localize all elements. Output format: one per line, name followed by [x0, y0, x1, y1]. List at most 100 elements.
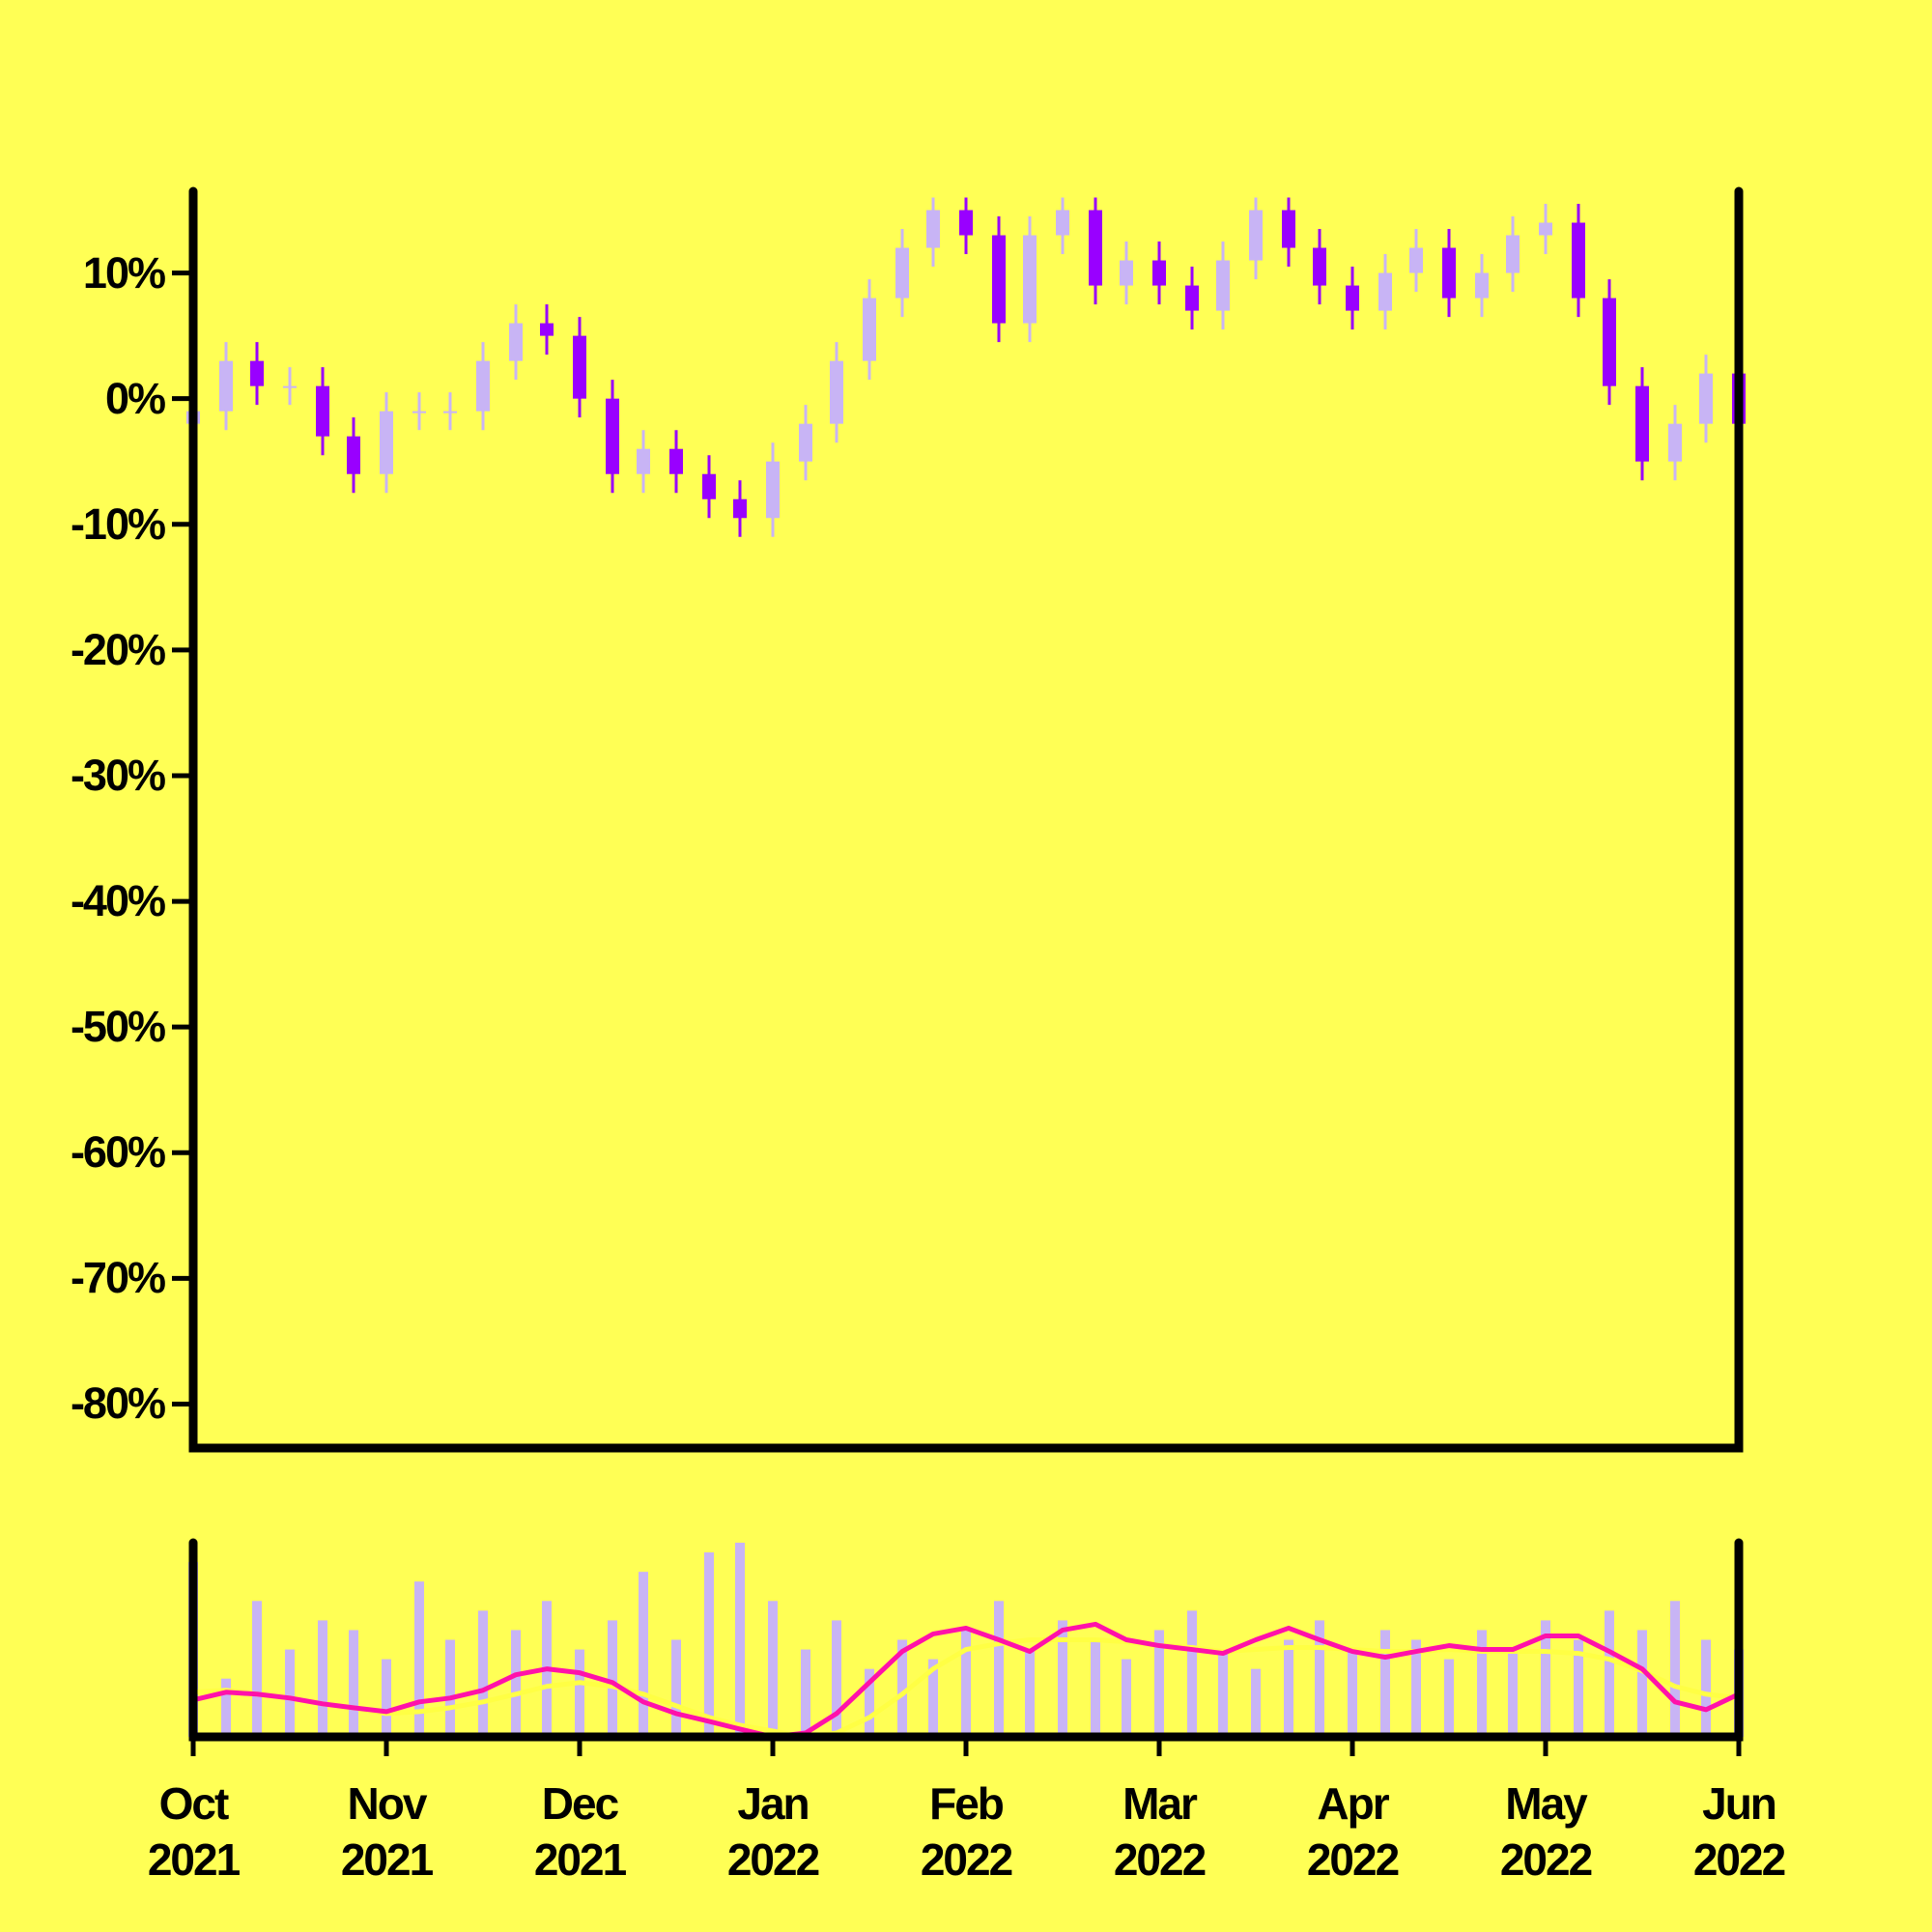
- x-tick-label: Oct 2021: [147, 1778, 241, 1885]
- volume-bar: [671, 1639, 681, 1737]
- volume-bar: [1218, 1649, 1228, 1737]
- x-tick-label: Jun 2022: [1692, 1778, 1786, 1885]
- candle-body: [476, 360, 490, 412]
- volume-bar: [704, 1552, 714, 1737]
- volume-bar: [1477, 1630, 1487, 1737]
- candle-body: [606, 398, 619, 474]
- y-tick-label: -10%: [70, 498, 166, 549]
- candle-body: [992, 235, 1006, 324]
- candle-body: [1249, 210, 1263, 261]
- candle-body: [895, 247, 909, 298]
- x-tick-label: Apr 2022: [1306, 1778, 1400, 1885]
- volume-bar: [1058, 1620, 1067, 1737]
- volume-bar: [1025, 1649, 1035, 1737]
- volume-bar: [608, 1620, 617, 1737]
- y-tick-label: -80%: [70, 1378, 166, 1429]
- x-tick-label: May 2022: [1499, 1778, 1593, 1885]
- volume-bar: [994, 1601, 1004, 1737]
- candle-body: [1442, 247, 1456, 298]
- candle-body: [733, 498, 747, 519]
- x-tick-label: Feb 2022: [920, 1778, 1013, 1885]
- candle-body: [766, 461, 780, 519]
- x-tick-label: Mar 2022: [1113, 1778, 1207, 1885]
- volume-bar: [832, 1620, 841, 1737]
- candle-body: [1475, 272, 1489, 298]
- volume-bar: [445, 1639, 455, 1737]
- candle-body: [702, 473, 716, 499]
- candle-body: [959, 210, 973, 236]
- volume-bar: [318, 1620, 327, 1737]
- candle-body: [799, 423, 812, 462]
- volume-bar: [1411, 1639, 1421, 1737]
- y-tick-label: -70%: [70, 1253, 166, 1303]
- volume-bar: [768, 1601, 778, 1737]
- candle-body: [573, 335, 586, 399]
- candle-body: [1699, 373, 1713, 424]
- candle-body: [1409, 247, 1423, 273]
- axis-frame: [188, 186, 1744, 1453]
- volume-bar: [382, 1659, 391, 1737]
- candle-body: [347, 436, 360, 474]
- volume-bar: [1541, 1620, 1550, 1737]
- volume-bar: [511, 1630, 521, 1737]
- candle-body: [412, 411, 426, 413]
- volume-bar: [1670, 1601, 1680, 1737]
- volume-bar: [897, 1639, 907, 1737]
- volume-bar: [1508, 1649, 1518, 1737]
- volume-bar: [801, 1649, 810, 1737]
- candle-body: [380, 411, 393, 474]
- x-tick-label: Nov 2021: [340, 1778, 434, 1885]
- candle-body: [1635, 385, 1649, 462]
- volume-bar: [1637, 1630, 1647, 1737]
- candle-body: [219, 360, 233, 412]
- candle-body: [863, 298, 876, 361]
- candle-body: [509, 323, 523, 361]
- candle-body: [1572, 222, 1585, 298]
- volume-bar: [1154, 1630, 1164, 1737]
- volume-bar: [928, 1659, 938, 1737]
- candle-body: [1668, 423, 1682, 462]
- axis-frame: [188, 1538, 1744, 1742]
- y-tick-label: -50%: [70, 1002, 166, 1052]
- candle-body: [283, 385, 297, 388]
- candle-body: [830, 360, 843, 424]
- volume-bar: [285, 1649, 295, 1737]
- candle-body: [1152, 260, 1166, 286]
- volume-bar: [252, 1601, 262, 1737]
- volume-bar: [1380, 1630, 1390, 1737]
- volume-bar: [961, 1630, 971, 1737]
- candle-body: [1346, 285, 1359, 311]
- candle-body: [1282, 210, 1295, 248]
- candle-body: [540, 323, 554, 336]
- candle-body: [1603, 298, 1616, 386]
- volume-bar: [1605, 1610, 1614, 1737]
- volume-bar: [1251, 1668, 1261, 1737]
- volume-bar: [1315, 1620, 1324, 1737]
- candle-body: [1120, 260, 1133, 286]
- y-tick-label: 0%: [104, 373, 166, 423]
- volume-bar: [1444, 1659, 1454, 1737]
- y-tick-label: -20%: [70, 624, 166, 674]
- volume-bar: [1091, 1639, 1100, 1737]
- y-tick-label: 10%: [82, 247, 166, 298]
- candle-body: [250, 360, 264, 386]
- candle-body: [1056, 210, 1069, 236]
- candle-body: [1185, 285, 1199, 311]
- y-tick-label: -30%: [70, 750, 166, 800]
- volume-bar: [221, 1678, 231, 1737]
- candle-body: [1089, 210, 1102, 286]
- volume-bar: [349, 1630, 358, 1737]
- volume-bar: [1701, 1639, 1711, 1737]
- candle-body: [926, 210, 940, 248]
- x-tick-label: Dec 2021: [533, 1778, 627, 1885]
- volume-bar: [735, 1543, 745, 1737]
- candle-body: [637, 448, 650, 474]
- volume-bar: [1348, 1649, 1357, 1737]
- candle-body: [1539, 222, 1552, 236]
- candle-body: [316, 385, 329, 437]
- candle-body: [1023, 235, 1037, 324]
- volume-bar: [414, 1581, 424, 1737]
- volume-bar: [1284, 1639, 1293, 1737]
